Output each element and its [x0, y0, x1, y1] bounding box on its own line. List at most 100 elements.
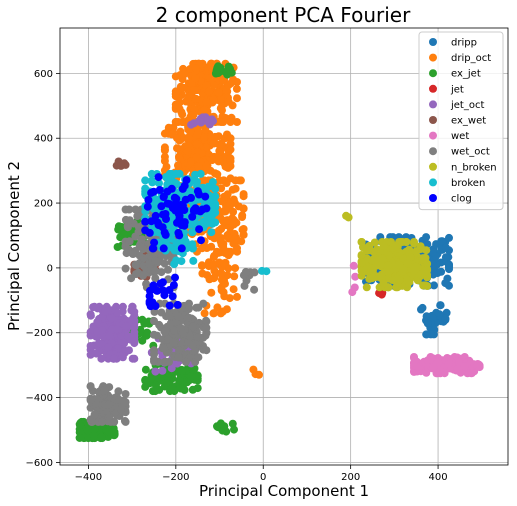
legend-label-broken: broken: [451, 178, 485, 189]
point-dripp: [441, 279, 450, 288]
point-drip_oct: [171, 87, 180, 96]
point-clog: [143, 202, 152, 211]
point-drip_oct: [180, 70, 189, 79]
point-drip_oct: [193, 130, 202, 139]
x-tick-label: 200: [341, 472, 360, 483]
point-drip_oct: [233, 94, 241, 103]
point-clog: [159, 210, 167, 219]
point-drip_oct: [224, 97, 233, 106]
point-clog: [171, 273, 179, 282]
point-wet_oct: [125, 205, 134, 214]
point-wet_oct: [104, 400, 113, 409]
point-jet_oct: [96, 339, 105, 348]
point-ex_jet: [188, 385, 197, 394]
point-drip_oct: [211, 132, 220, 141]
point-jet_oct: [101, 307, 110, 316]
point-ex_jet: [90, 425, 99, 434]
point-broken: [141, 176, 150, 185]
scatter-points: [75, 59, 484, 443]
point-wet_oct: [86, 382, 95, 391]
point-drip_oct: [194, 162, 203, 171]
point-wet_oct: [131, 205, 140, 214]
point-n_broken: [359, 266, 368, 275]
point-wet_oct: [121, 398, 130, 407]
point-wet_oct: [151, 274, 160, 283]
point-drip_oct: [217, 197, 226, 206]
point-clog: [141, 217, 150, 226]
point-drip_oct: [202, 162, 211, 171]
point-drip_oct: [223, 271, 232, 280]
point-dripp: [441, 314, 450, 323]
point-drip_oct: [236, 176, 245, 185]
point-drip_oct: [231, 264, 240, 273]
point-n_broken: [367, 264, 376, 273]
point-broken: [147, 169, 156, 178]
point-clog: [159, 193, 168, 201]
legend-label-drip_oct: drip_oct: [451, 53, 491, 64]
y-tick-label: 600: [34, 69, 53, 80]
point-clog: [158, 286, 167, 295]
point-dripp: [445, 261, 453, 270]
point-jet_oct: [104, 343, 113, 352]
point-wet_oct: [164, 265, 172, 274]
x-tick-label: 400: [429, 472, 448, 483]
point-dripp: [422, 233, 431, 242]
point-drip_oct: [160, 143, 169, 152]
point-dripp: [441, 253, 450, 262]
legend-label-n_broken: n_broken: [451, 162, 497, 173]
point-wet_oct: [161, 327, 170, 336]
point-wet: [348, 288, 357, 297]
x-tick-label: 0: [260, 472, 266, 483]
point-clog: [173, 300, 182, 309]
point-drip_oct: [217, 275, 226, 284]
point-wet_oct: [189, 322, 198, 331]
point-wet_oct: [202, 317, 211, 326]
point-broken: [172, 256, 181, 265]
point-drip_oct: [219, 259, 228, 268]
point-drip_oct: [230, 235, 239, 244]
point-broken: [208, 219, 217, 228]
point-n_broken: [342, 211, 351, 220]
point-wet_oct: [175, 346, 184, 355]
point-clog: [178, 184, 187, 193]
point-clog: [170, 193, 179, 202]
point-wet_oct: [100, 386, 109, 395]
point-drip_oct: [223, 216, 231, 225]
point-wet_oct: [150, 330, 158, 339]
point-wet_oct: [241, 267, 250, 276]
point-jet_oct: [93, 318, 102, 326]
point-drip_oct: [237, 237, 246, 246]
point-dripp: [423, 319, 432, 328]
point-drip_oct: [187, 157, 195, 166]
point-wet_oct: [127, 274, 136, 283]
legend-marker-broken: [429, 178, 437, 187]
point-clog: [145, 228, 154, 237]
point-wet: [351, 272, 360, 281]
y-tick-label: −600: [26, 458, 53, 469]
point-broken: [188, 228, 197, 237]
point-drip_oct: [233, 292, 241, 301]
plot-frame: [59, 27, 509, 466]
point-drip_oct: [214, 248, 223, 257]
point-drip_oct: [233, 78, 241, 86]
point-drip_oct: [217, 269, 226, 278]
point-drip_oct: [209, 95, 218, 104]
point-dripp: [429, 269, 438, 278]
point-ex_wet: [117, 161, 125, 170]
point-wet: [422, 368, 431, 377]
point-drip_oct: [238, 213, 247, 221]
point-drip_oct: [207, 288, 216, 297]
point-wet: [434, 358, 443, 367]
point-broken: [211, 185, 220, 193]
point-dripp: [417, 305, 425, 314]
point-ex_jet: [222, 68, 231, 77]
legend-marker-dripp: [429, 38, 437, 46]
point-drip_oct: [233, 244, 241, 253]
point-ex_jet: [189, 366, 198, 375]
point-drip_oct: [171, 100, 180, 109]
legend-marker-jet_oct: [429, 100, 437, 109]
point-broken: [191, 170, 200, 179]
point-wet_oct: [157, 268, 166, 277]
